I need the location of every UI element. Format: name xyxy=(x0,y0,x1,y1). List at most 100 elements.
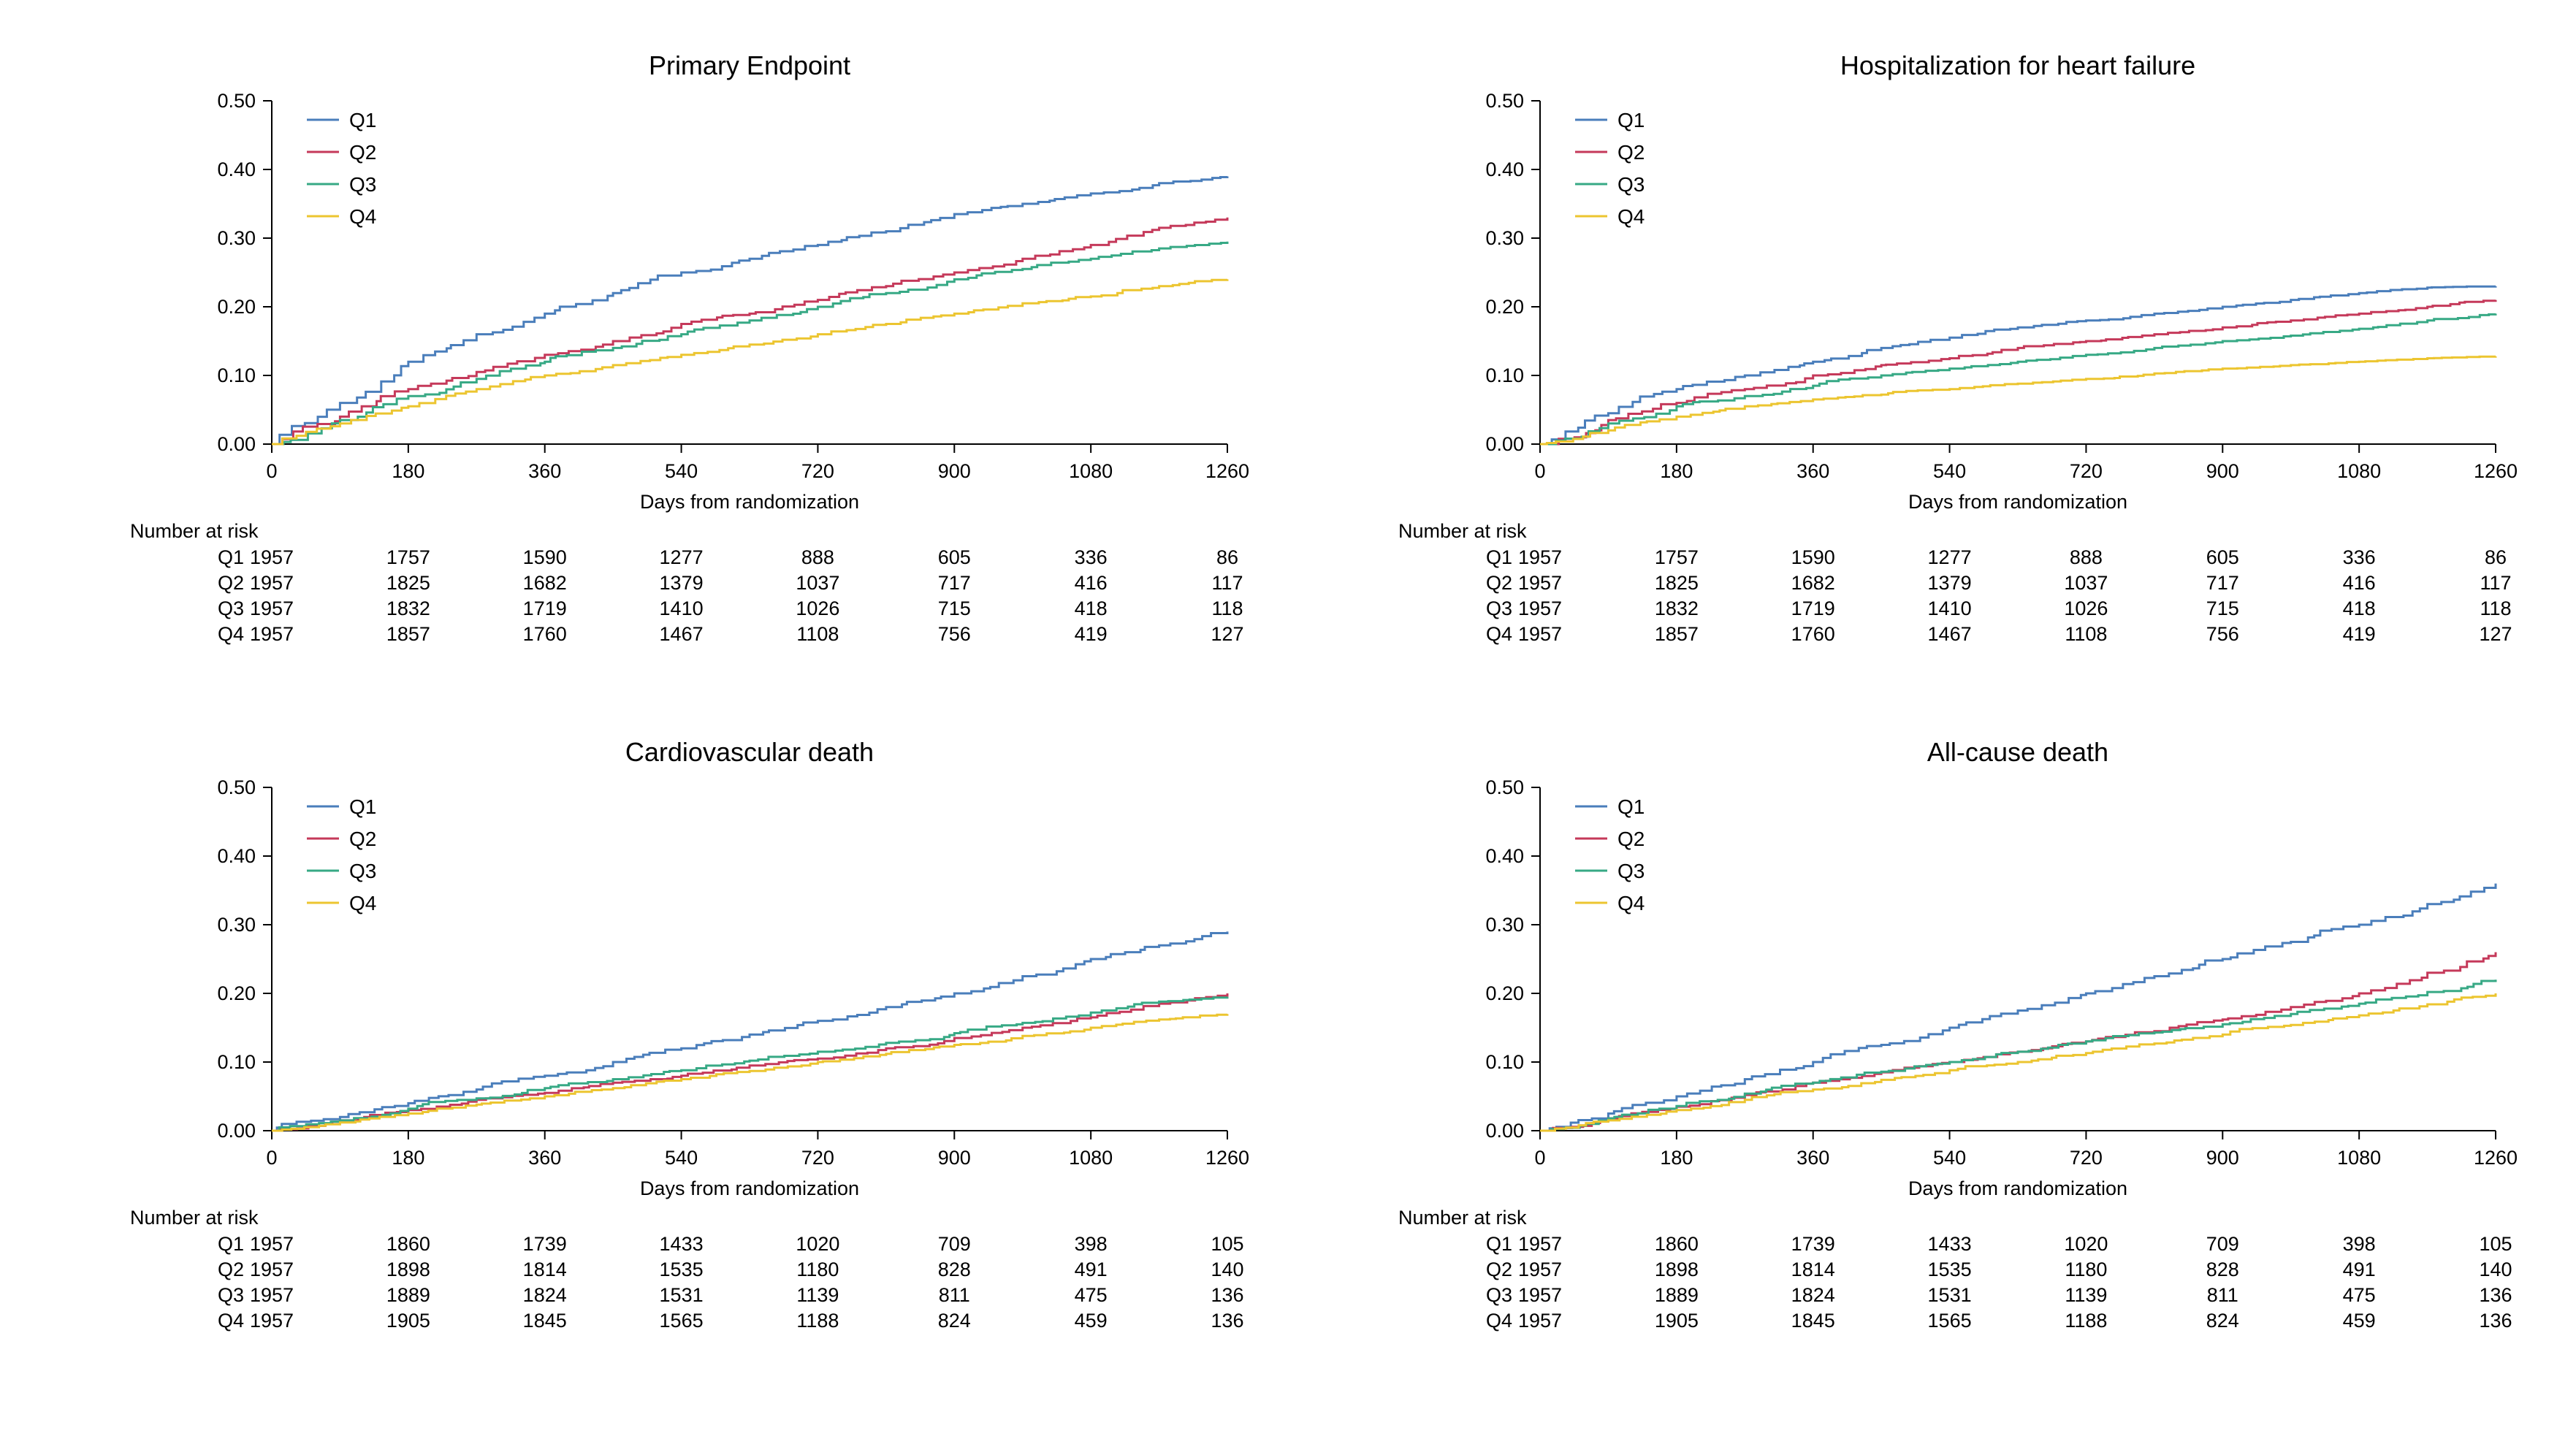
x-axis-label: Days from randomization xyxy=(640,491,859,513)
risk-value: 86 xyxy=(1216,546,1238,568)
risk-value: 1957 xyxy=(1518,1233,1562,1255)
risk-value: 140 xyxy=(2479,1259,2512,1280)
risk-value: 1860 xyxy=(386,1233,430,1255)
x-axis-label: Days from randomization xyxy=(640,1177,859,1199)
risk-value: 118 xyxy=(1211,597,1243,619)
series-line-q2 xyxy=(1540,952,2497,1132)
risk-table-header: Number at risk xyxy=(130,520,259,542)
x-axis-label: Days from randomization xyxy=(1908,1177,2127,1199)
y-tick-label: 0.30 xyxy=(217,227,256,249)
y-tick-label: 0.00 xyxy=(217,433,256,455)
risk-value: 1857 xyxy=(386,623,430,645)
x-tick-label: 1080 xyxy=(1069,460,1113,482)
risk-value: 1535 xyxy=(1928,1259,1972,1280)
risk-table-header: Number at risk xyxy=(1398,520,1527,542)
risk-row-label-q3: Q3 xyxy=(218,1284,244,1306)
risk-value: 824 xyxy=(938,1310,971,1332)
risk-value: 1026 xyxy=(2064,597,2108,619)
risk-value: 756 xyxy=(2206,623,2239,645)
risk-value: 605 xyxy=(938,546,971,568)
risk-value: 811 xyxy=(939,1284,970,1306)
legend-label-q2: Q2 xyxy=(1617,828,1645,850)
risk-value: 1433 xyxy=(660,1233,704,1255)
x-tick-label: 0 xyxy=(266,1147,277,1169)
risk-value: 117 xyxy=(2480,572,2511,594)
risk-value: 1957 xyxy=(250,1310,294,1332)
x-tick-label: 540 xyxy=(665,460,698,482)
risk-value: 1957 xyxy=(250,623,294,645)
risk-value: 416 xyxy=(2343,572,2376,594)
risk-value: 1957 xyxy=(1518,597,1562,619)
risk-value: 1535 xyxy=(660,1259,704,1280)
series-line-q3 xyxy=(272,241,1229,446)
y-tick-label: 0.10 xyxy=(217,364,256,386)
risk-value: 127 xyxy=(2479,623,2512,645)
risk-value: 1433 xyxy=(1928,1233,1972,1255)
y-tick-label: 0.10 xyxy=(217,1051,256,1073)
y-tick-label: 0.40 xyxy=(1485,845,1524,867)
x-tick-label: 540 xyxy=(1933,460,1966,482)
risk-value: 1825 xyxy=(386,572,430,594)
legend-label-q4: Q4 xyxy=(1617,205,1645,228)
risk-row-label-q2: Q2 xyxy=(1486,572,1512,594)
panel-hospitalization-heart-failure: Hospitalization for heart failure 0.00 0.1… xyxy=(1312,44,2554,665)
legend-label-q4: Q4 xyxy=(1617,892,1645,914)
risk-value: 1020 xyxy=(796,1233,839,1255)
x-tick-label: 900 xyxy=(938,1147,971,1169)
risk-value: 1180 xyxy=(2065,1259,2107,1280)
risk-value: 1845 xyxy=(1791,1310,1835,1332)
chart-all-cause-death: All-cause death 0.00 0.10 0.20 0.30 0.40 0.50 0… xyxy=(1398,737,2518,1332)
risk-value: 717 xyxy=(938,572,971,594)
series-line-q1 xyxy=(1540,883,2497,1132)
risk-row-label-q1: Q1 xyxy=(1486,1233,1512,1255)
y-tick-label: 0.20 xyxy=(217,982,256,1004)
risk-value: 127 xyxy=(1211,623,1243,645)
legend-label-q3: Q3 xyxy=(1617,860,1645,882)
x-tick-label: 900 xyxy=(2206,1147,2239,1169)
y-tick-label: 0.20 xyxy=(1485,982,1524,1004)
risk-value: 140 xyxy=(1211,1259,1243,1280)
risk-value: 1410 xyxy=(660,597,704,619)
risk-value: 605 xyxy=(2206,546,2239,568)
chart-hospitalization-heart-failure: Hospitalization for heart failure 0.00 0.1… xyxy=(1398,50,2518,645)
risk-value: 888 xyxy=(801,546,834,568)
risk-value: 491 xyxy=(1075,1259,1108,1280)
risk-value: 1957 xyxy=(250,572,294,594)
risk-value: 1957 xyxy=(250,1284,294,1306)
risk-value: 86 xyxy=(2485,546,2507,568)
legend-label-q4: Q4 xyxy=(349,205,376,228)
risk-row-label-q2: Q2 xyxy=(218,572,244,594)
series-line-q3 xyxy=(1540,979,2497,1132)
x-tick-label: 360 xyxy=(528,460,561,482)
risk-value: 1277 xyxy=(660,546,704,568)
chart-primary-endpoint: Primary Endpoint 0.00 0.10 0.20 0.30 0.40 0.50… xyxy=(130,50,1249,645)
risk-value: 1824 xyxy=(523,1284,567,1306)
risk-value: 1590 xyxy=(523,546,567,568)
risk-value: 491 xyxy=(2343,1259,2376,1280)
series-line-q1 xyxy=(1540,285,2497,446)
x-tick-label: 180 xyxy=(392,460,424,482)
risk-value: 1889 xyxy=(386,1284,430,1306)
risk-row-label-q3: Q3 xyxy=(218,597,244,619)
risk-value: 715 xyxy=(938,597,971,619)
series-line-q1 xyxy=(272,176,1229,446)
risk-row-label-q3: Q3 xyxy=(1486,597,1512,619)
risk-value: 1832 xyxy=(386,597,430,619)
y-tick-label: 0.30 xyxy=(217,914,256,936)
x-tick-label: 1080 xyxy=(2337,1147,2381,1169)
risk-value: 1845 xyxy=(523,1310,567,1332)
risk-value: 1760 xyxy=(1791,623,1835,645)
risk-value: 828 xyxy=(2206,1259,2239,1280)
legend-label-q4: Q4 xyxy=(349,892,376,914)
y-tick-label: 0.10 xyxy=(1485,364,1524,386)
x-tick-label: 720 xyxy=(801,1147,834,1169)
risk-value: 398 xyxy=(2343,1233,2376,1255)
legend-label-q1: Q1 xyxy=(1617,109,1645,131)
y-tick-label: 0.00 xyxy=(1485,1120,1524,1142)
series-line-q3 xyxy=(1540,313,2497,446)
risk-value: 709 xyxy=(2206,1233,2239,1255)
risk-value: 1590 xyxy=(1791,546,1835,568)
risk-value: 1957 xyxy=(250,597,294,619)
risk-row-label-q3: Q3 xyxy=(1486,1284,1512,1306)
series-line-q4 xyxy=(272,278,1229,446)
